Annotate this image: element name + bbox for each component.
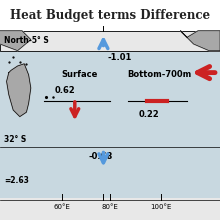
Text: -1.01: -1.01 xyxy=(108,53,132,62)
Bar xyxy=(0,198,220,220)
Text: -0.68: -0.68 xyxy=(88,152,112,161)
Text: Surface: Surface xyxy=(62,70,98,79)
Bar xyxy=(0,31,220,220)
Text: 80°E: 80°E xyxy=(102,204,118,210)
Text: =2.63: =2.63 xyxy=(4,176,29,185)
Polygon shape xyxy=(7,64,31,117)
Text: 0.22: 0.22 xyxy=(139,110,159,119)
Bar xyxy=(0,31,220,51)
Bar xyxy=(0,0,220,31)
Text: 60°E: 60°E xyxy=(53,204,70,210)
Polygon shape xyxy=(180,31,220,51)
Text: 32° S: 32° S xyxy=(4,135,27,144)
Text: North-5° S: North-5° S xyxy=(4,36,49,45)
Polygon shape xyxy=(0,31,31,51)
Text: Heat Budget terms Difference: Heat Budget terms Difference xyxy=(10,9,210,22)
Text: 100°E: 100°E xyxy=(150,204,171,210)
Text: Bottom-700m: Bottom-700m xyxy=(128,70,192,79)
Text: 0.62: 0.62 xyxy=(55,86,76,95)
